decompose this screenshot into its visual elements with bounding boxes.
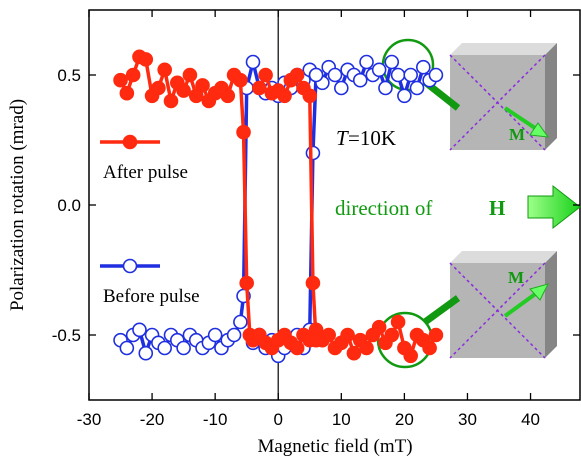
data-point — [422, 340, 437, 356]
data-point — [132, 322, 147, 338]
x-tick-label: 30 — [458, 410, 477, 429]
data-point — [346, 345, 362, 361]
data-point — [289, 67, 305, 83]
data-point — [163, 93, 179, 109]
field-symbol: H — [489, 196, 505, 220]
data-point — [233, 314, 248, 330]
x-tick-label: 40 — [521, 410, 540, 429]
data-point — [157, 62, 172, 78]
temperature-value: =10K — [348, 126, 396, 150]
data-point — [384, 327, 400, 343]
data-point — [239, 275, 254, 291]
data-point — [403, 348, 418, 364]
x-tick-label: 20 — [395, 410, 414, 429]
x-tick-label: -20 — [140, 410, 165, 429]
data-point — [220, 88, 236, 104]
data-point — [340, 327, 355, 343]
data-point — [119, 340, 135, 356]
data-point — [258, 67, 273, 83]
data-point — [277, 88, 292, 104]
field-arrow — [527, 184, 581, 230]
data-point — [321, 327, 336, 343]
data-point — [176, 340, 191, 356]
data-point — [371, 62, 387, 78]
y-tick-label: -0.5 — [52, 326, 81, 345]
data-point — [334, 80, 349, 96]
data-point — [428, 67, 444, 83]
data-point — [226, 327, 242, 343]
data-point — [403, 67, 418, 83]
data-point — [384, 54, 400, 70]
y-tick-label: 0.0 — [57, 196, 81, 215]
data-point — [245, 54, 261, 70]
legend-marker — [122, 258, 138, 274]
data-point — [233, 72, 248, 88]
x-axis-title: Magnetic field (mT) — [257, 436, 412, 457]
data-point — [195, 78, 210, 93]
data-point — [409, 80, 425, 96]
data-point — [397, 88, 412, 104]
data-point — [119, 85, 135, 101]
data-point — [308, 67, 324, 83]
temperature-symbol: T — [336, 126, 349, 150]
legend-label: After pulse — [103, 162, 188, 183]
data-point — [416, 59, 431, 75]
x-tick-label: -10 — [203, 410, 228, 429]
data-point — [305, 145, 321, 161]
data-point — [371, 319, 387, 335]
data-point — [207, 327, 223, 343]
data-point — [352, 72, 368, 88]
data-point — [157, 340, 172, 356]
data-point — [125, 67, 141, 83]
data-point — [176, 83, 191, 98]
data-point — [359, 340, 374, 356]
data-point — [305, 275, 321, 291]
data-point — [182, 67, 198, 83]
data-point — [390, 314, 406, 330]
y-axis-title: Polarization rotation (mrad) — [7, 99, 28, 311]
x-tick-label: 0 — [273, 410, 282, 429]
data-point — [428, 327, 444, 343]
magnetization-label: M — [509, 125, 525, 144]
direction-text: direction of — [335, 196, 432, 220]
y-tick-label: 0.5 — [57, 66, 81, 85]
data-point — [289, 340, 305, 356]
plot-area — [113, 49, 444, 364]
inset-bottom — [376, 251, 557, 369]
data-point — [151, 80, 166, 96]
data-point — [138, 52, 154, 67]
data-point — [113, 72, 128, 88]
data-point — [378, 80, 393, 96]
data-point — [236, 124, 251, 140]
data-point — [359, 54, 374, 70]
data-point — [252, 80, 267, 96]
data-point — [302, 88, 318, 104]
data-point — [138, 345, 154, 361]
data-point — [308, 332, 324, 348]
legend-label: Before pulse — [103, 286, 200, 307]
magnetization-label: M — [508, 268, 524, 287]
data-point — [188, 88, 204, 104]
x-tick-label: 10 — [332, 410, 351, 429]
data-point — [390, 67, 406, 83]
legend-marker — [122, 134, 138, 150]
data-point — [327, 67, 343, 83]
x-tick-label: -30 — [77, 410, 102, 429]
